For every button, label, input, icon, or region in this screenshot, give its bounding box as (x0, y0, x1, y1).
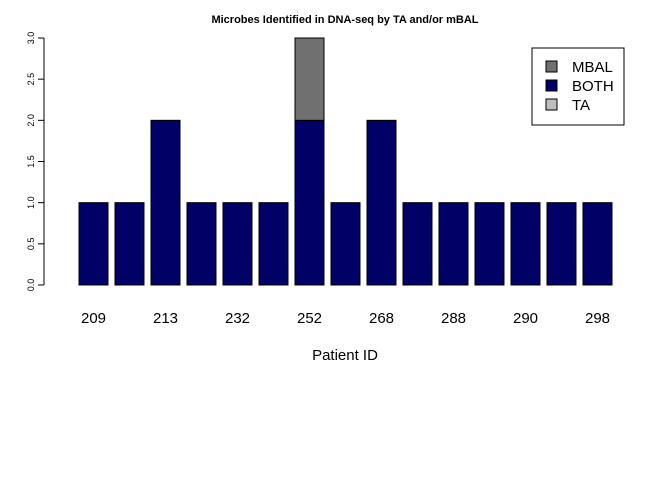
bar-both (294, 119, 325, 286)
x-tick-labels: 209 213 232 252 268 288 290 298 (81, 310, 610, 327)
legend-label: MBAL (572, 59, 613, 76)
chart-title: Microbes Identified in DNA-seq by TA and… (211, 14, 478, 26)
bar-both (114, 202, 145, 286)
y-tick-label: 1.0 (26, 196, 36, 209)
bars (78, 37, 613, 286)
bar-both (366, 119, 397, 286)
x-tick-label: 232 (225, 310, 250, 327)
y-axis: 0.0 0.5 1.0 1.5 2.0 2.5 3.0 (26, 32, 45, 292)
y-tick-label: 3.0 (26, 32, 36, 45)
x-tick-label: 268 (369, 310, 394, 327)
bar-both (78, 202, 109, 286)
bar-both (258, 202, 289, 286)
x-axis-label: Patient ID (312, 347, 378, 364)
legend-swatch (545, 79, 558, 92)
x-tick-label: 252 (297, 310, 322, 327)
bar-both (330, 202, 361, 286)
legend-swatch (545, 60, 558, 73)
bar-mbal (294, 37, 325, 121)
legend-swatch (545, 98, 558, 111)
y-tick-label: 2.0 (26, 114, 36, 127)
x-tick-label: 290 (513, 310, 538, 327)
y-tick-label: 1.5 (26, 155, 36, 168)
x-tick-label: 288 (441, 310, 466, 327)
y-tick-label: 0.5 (26, 238, 36, 251)
bar-both (402, 202, 433, 286)
bar-both (582, 202, 613, 286)
bar-both (510, 202, 541, 286)
y-tick-label: 2.5 (26, 73, 36, 86)
legend-label: TA (572, 97, 590, 114)
x-tick-label: 298 (585, 310, 610, 327)
x-tick-label: 213 (153, 310, 178, 327)
legend: MBAL BOTH TA (531, 47, 625, 126)
y-tick-label: 0.0 (26, 279, 36, 292)
x-tick-label: 209 (81, 310, 106, 327)
bar-both (150, 119, 181, 286)
bar-both (546, 202, 577, 286)
bar-both (186, 202, 217, 286)
bar-both (438, 202, 469, 286)
legend-label: BOTH (572, 78, 614, 95)
bar-both (474, 202, 505, 286)
bar-both (222, 202, 253, 286)
